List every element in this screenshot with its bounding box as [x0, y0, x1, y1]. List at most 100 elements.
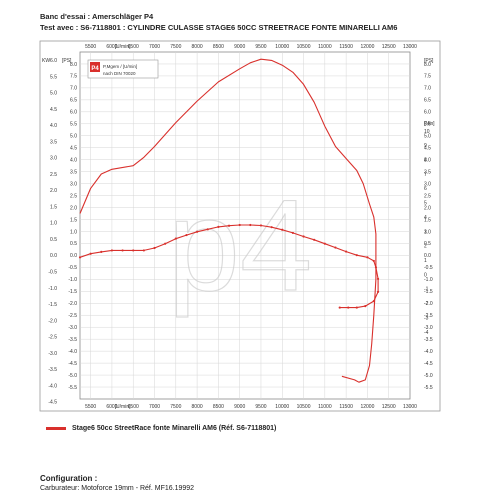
nm-tick-label: 9	[424, 143, 427, 149]
kw-unit-label: KW	[42, 58, 50, 64]
kw-tick-label: -4.0	[48, 383, 57, 389]
ps-left-tick-label: -4.5	[68, 361, 77, 367]
torque-point	[164, 242, 167, 245]
x-tick-label-bottom: 12500	[382, 404, 396, 410]
torque-point	[291, 231, 295, 235]
ps-left-tick-label: 3.5	[70, 169, 77, 175]
kw-tick-label: 3.0	[50, 156, 57, 162]
ps-left-tick-label: 5.0	[70, 134, 77, 140]
ps-right-tick-label: -5.5	[424, 385, 433, 391]
torque-point	[366, 256, 369, 259]
ps-right-tick-label: -3.0	[424, 325, 433, 331]
ps-left-tick-label: 0.0	[70, 253, 77, 259]
ps-right-tick-label: 6.5	[424, 98, 431, 104]
kw-tick-label: 1.0	[50, 221, 57, 227]
x-tick-label-top: 11000	[318, 44, 332, 50]
x-unit-label-bottom: [U/min]	[115, 404, 131, 410]
ps-left-tick-label: 4.0	[70, 157, 77, 163]
nm-tick-label: -2	[424, 301, 429, 307]
configuration-title: Configuration :	[40, 474, 98, 483]
torque-point	[302, 235, 305, 238]
torque-point	[372, 259, 375, 263]
ps-left-tick-label: 0.5	[70, 241, 77, 247]
inset-legend: P4 P,Mgem / [U/min] nach DIN 70020	[87, 59, 159, 79]
ps-left-tick-label: 2.0	[70, 205, 77, 211]
torque-point	[89, 252, 92, 255]
torque-point	[364, 305, 367, 308]
kw-tick-label: -2.5	[48, 335, 57, 341]
torque-point	[174, 237, 177, 240]
x-tick-label-bottom: 12000	[360, 404, 374, 410]
torque-point	[206, 228, 209, 231]
ps-right-tick-label: 3.5	[424, 169, 431, 175]
ps-left-tick-label: -2.5	[68, 313, 77, 319]
x-tick-label-bottom: 11000	[318, 404, 332, 410]
torque-point	[338, 306, 341, 309]
ps-left-tick-label: 6.0	[70, 110, 77, 116]
ps-right-tick-label: 1.0	[424, 229, 431, 235]
nm-tick-label: 6	[424, 186, 427, 192]
torque-point	[259, 224, 263, 227]
ps-left-tick-label: 6.5	[70, 98, 77, 104]
ps-right-tick-label: -1.0	[424, 277, 433, 283]
configuration-line: Carburateur: Motoforce 19mm - Réf. MF16.…	[40, 485, 195, 492]
x-tick-label-top: 7500	[170, 44, 181, 50]
x-tick-label-bottom: 10500	[297, 404, 311, 410]
ps-left-tick-label: 5.5	[70, 122, 77, 128]
ps-right-tick-label: -5.0	[424, 373, 433, 379]
ps-right-tick-label: 2.5	[424, 193, 431, 199]
kw-tick-label: 2.0	[50, 188, 57, 194]
x-tick-label-bottom: 6500	[128, 404, 139, 410]
ps-left-tick-label: -5.0	[68, 373, 77, 379]
kw-tick-label: -2.0	[48, 318, 57, 324]
x-unit-label-top: [U/min]	[115, 44, 131, 50]
x-tick-label-top: 12500	[382, 44, 396, 50]
nm-tick-label: 7	[424, 172, 427, 178]
torque-point	[270, 226, 273, 229]
ps-left-tick-label: 1.5	[70, 217, 77, 223]
nm-tick-label: -4	[424, 330, 429, 336]
x-tick-label-top: 12000	[360, 44, 374, 50]
ps-right-tick-label: -4.5	[424, 361, 433, 367]
x-tick-label-top: 13000	[403, 44, 417, 50]
torque-point	[142, 249, 145, 252]
ps-right-tick-label: -2.0	[424, 301, 433, 307]
ps-right-tick-label: 7.0	[424, 86, 431, 92]
torque-point	[153, 246, 156, 250]
legend-swatch	[46, 427, 66, 430]
x-tick-label-top: 8500	[213, 44, 224, 50]
ps-left-tick-label: -3.0	[68, 325, 77, 331]
ps-right-tick-label: 4.5	[424, 146, 431, 152]
torque-point	[110, 249, 114, 252]
nm-tick-label: -3	[424, 315, 429, 321]
torque-point	[227, 224, 231, 227]
ps-right-tick-label: 3.0	[424, 181, 431, 187]
torque-point	[323, 242, 326, 245]
ps-left-tick-label: 2.5	[70, 193, 77, 199]
x-tick-label-top: 9500	[255, 44, 266, 50]
torque-point	[334, 246, 337, 249]
x-tick-label-bottom: 10000	[275, 404, 289, 410]
ps-right-tick-label: 8.0	[424, 62, 431, 68]
kw-tick-label: 4.0	[50, 123, 57, 129]
ps-right-tick-label: 7.5	[424, 74, 431, 80]
ps-right-unit-label: [PS]	[424, 58, 434, 64]
torque-point	[195, 230, 199, 233]
legend-label: Stage6 50cc StreetRace fonte Minarelli A…	[72, 425, 277, 432]
ps-left-tick-label: 8.0	[70, 62, 77, 68]
inset-legend-box	[87, 59, 159, 79]
x-tick-label-top: 10000	[275, 44, 289, 50]
torque-point	[347, 306, 350, 309]
ps-left-tick-label: 7.5	[70, 74, 77, 80]
x-tick-label-top: 7000	[149, 44, 160, 50]
kw-tick-label: 0.5	[50, 237, 57, 243]
kw-tick-label: -3.0	[48, 351, 57, 357]
x-tick-label-bottom: 11500	[339, 404, 353, 410]
ps-left-tick-label: 7.0	[70, 86, 77, 92]
p4-logo	[90, 62, 100, 72]
ps-left-tick-label: -2.0	[68, 301, 77, 307]
x-tick-label-top: 10500	[297, 44, 311, 50]
nm-tick-label: 4	[424, 215, 427, 221]
torque-point	[121, 249, 124, 252]
